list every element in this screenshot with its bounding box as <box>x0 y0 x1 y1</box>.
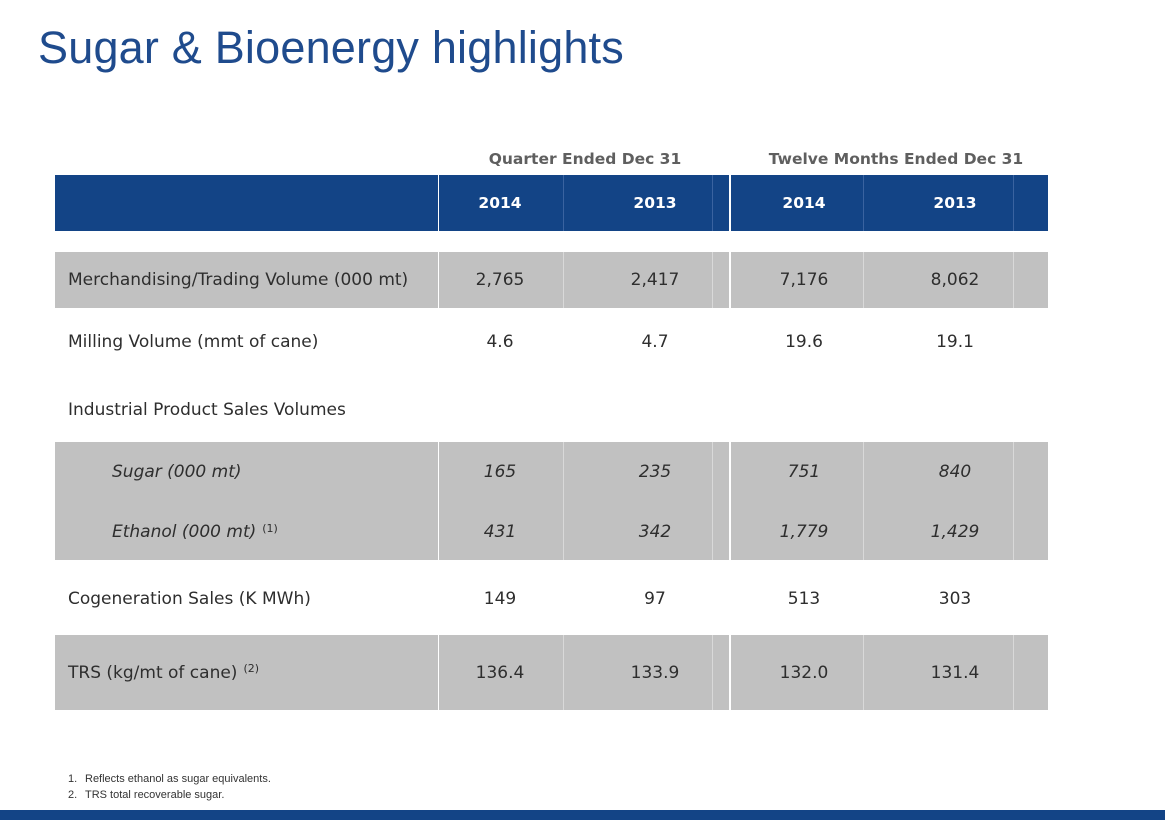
table-row: TRS (kg/mt of cane) (2) 136.4 133.9 132.… <box>55 635 1048 710</box>
column-divider <box>863 175 864 231</box>
row-label: Industrial Product Sales Volumes <box>68 400 346 420</box>
table-cell: 97 <box>644 589 666 609</box>
row-label-text: Ethanol (000 mt) <box>112 522 257 542</box>
row-label: Milling Volume (mmt of cane) <box>68 332 319 352</box>
table-cell: 1,779 <box>779 522 829 542</box>
group-separator <box>729 635 731 710</box>
column-divider <box>563 175 564 231</box>
column-divider <box>712 175 713 231</box>
row-label: TRS (kg/mt of cane) (2) <box>68 635 259 710</box>
table-cell: 149 <box>483 589 517 609</box>
column-divider <box>438 175 439 231</box>
table-cell: 840 <box>938 461 972 482</box>
column-divider <box>1013 175 1014 231</box>
footnote-ref: (1) <box>262 521 278 535</box>
footnote-number: 2. <box>68 789 78 801</box>
table-row: Sugar (000 mt) 165 235 751 840 <box>55 442 1048 501</box>
column-divider <box>863 442 864 560</box>
table-cell: 513 <box>787 589 821 609</box>
row-label: Merchandising/Trading Volume (000 mt) <box>68 270 409 290</box>
group-separator <box>729 175 731 231</box>
column-divider <box>438 635 439 710</box>
table-row-group: Sugar (000 mt) 165 235 751 840 Ethanol (… <box>55 442 1048 560</box>
table-cell: 19.1 <box>936 332 974 352</box>
table-cell: 136.4 <box>475 662 525 683</box>
column-divider <box>563 442 564 560</box>
row-label: Sugar (000 mt) <box>112 461 242 482</box>
group-separator <box>729 442 731 560</box>
table-cell: 132.0 <box>779 662 829 683</box>
column-divider <box>712 635 713 710</box>
header-year-q-2014: 2014 <box>478 194 522 212</box>
column-divider <box>438 252 439 308</box>
footnote-ref: (2) <box>243 662 260 675</box>
table-cell: 2,765 <box>475 270 525 290</box>
header-year-q-2013: 2013 <box>633 194 677 212</box>
table-header: 2014 2013 2014 2013 <box>55 175 1048 231</box>
column-divider <box>712 442 713 560</box>
column-divider <box>863 635 864 710</box>
table-cell: 235 <box>638 461 672 482</box>
table-row: Cogeneration Sales (K MWh) 149 97 513 30… <box>55 571 1048 627</box>
table-row: Merchandising/Trading Volume (000 mt) 2,… <box>55 252 1048 308</box>
table-cell: 1,429 <box>930 522 980 542</box>
table-cell: 2,417 <box>630 270 680 290</box>
header-year-tm-2013: 2013 <box>933 194 977 212</box>
table-cell: 133.9 <box>630 662 680 683</box>
column-divider <box>1013 635 1014 710</box>
column-group-quarter: Quarter Ended Dec 31 <box>488 150 682 168</box>
table-cell: 7,176 <box>779 270 829 290</box>
footnotes: 1. Reflects ethanol as sugar equivalents… <box>68 771 271 803</box>
column-divider <box>1013 252 1014 308</box>
table-cell: 751 <box>787 461 821 482</box>
table-row-section-heading: Industrial Product Sales Volumes <box>55 382 1048 438</box>
footnote: 2. TRS total recoverable sugar. <box>68 787 271 803</box>
column-group-twelve-months: Twelve Months Ended Dec 31 <box>768 150 1024 168</box>
table-cell: 8,062 <box>930 270 980 290</box>
table-cell: 19.6 <box>785 332 823 352</box>
table-cell: 131.4 <box>930 662 980 683</box>
table-row: Milling Volume (mmt of cane) 4.6 4.7 19.… <box>55 314 1048 370</box>
table-cell: 4.7 <box>641 332 669 352</box>
column-divider <box>563 635 564 710</box>
table-cell: 431 <box>483 522 517 542</box>
footnote-text: TRS total recoverable sugar. <box>85 789 225 801</box>
table-cell: 165 <box>483 461 517 482</box>
table-row: Ethanol (000 mt) (1) 431 342 1,779 1,429 <box>55 504 1048 560</box>
header-year-tm-2014: 2014 <box>782 194 826 212</box>
footnote-text: Reflects ethanol as sugar equivalents. <box>85 773 271 785</box>
table-cell: 303 <box>938 589 972 609</box>
table-cell: 4.6 <box>486 332 514 352</box>
table-cell: 342 <box>638 522 672 542</box>
row-label-text: TRS (kg/mt of cane) <box>68 662 238 683</box>
footnote: 1. Reflects ethanol as sugar equivalents… <box>68 771 271 787</box>
column-divider <box>712 252 713 308</box>
row-label: Ethanol (000 mt) (1) <box>112 504 278 560</box>
column-divider <box>438 442 439 560</box>
bottom-brand-bar <box>0 810 1165 820</box>
column-divider <box>563 252 564 308</box>
footnote-number: 1. <box>68 773 78 785</box>
group-separator <box>729 252 731 308</box>
column-divider <box>1013 442 1014 560</box>
page-title: Sugar & Bioenergy highlights <box>38 22 624 73</box>
column-divider <box>863 252 864 308</box>
row-label: Cogeneration Sales (K MWh) <box>68 589 311 609</box>
